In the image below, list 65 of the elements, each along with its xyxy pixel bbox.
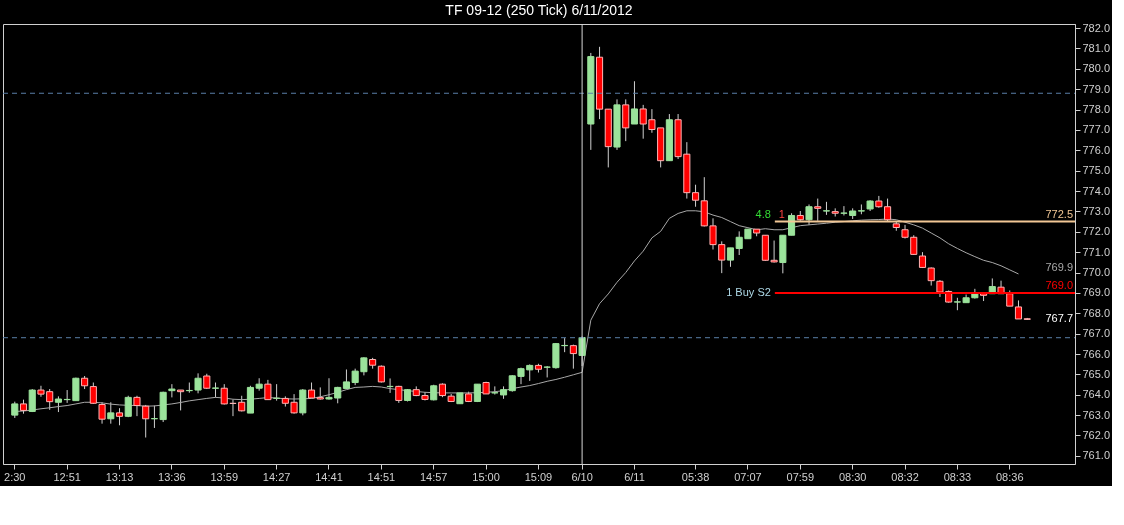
- y-tick-label: 777.0: [1082, 123, 1111, 136]
- y-tick-label: 775.0: [1082, 164, 1111, 177]
- chart-title: TF 09-12 (250 Tick) 6/11/2012: [445, 2, 633, 19]
- candlestick: [569, 344, 577, 370]
- candlestick: [927, 266, 935, 287]
- y-tick-label: 779.0: [1082, 82, 1111, 95]
- annotation: 1 Buy S2: [726, 285, 771, 298]
- y-tick-label: 780.0: [1082, 62, 1111, 75]
- ref-line-label: 772.5: [1045, 207, 1073, 220]
- x-tick-label: 07:07: [734, 470, 762, 483]
- y-tick-label: 778.0: [1082, 103, 1111, 116]
- text: 767.7: [1045, 312, 1073, 325]
- y-tick-label: 764.0: [1082, 388, 1111, 401]
- candlestick: [1014, 299, 1023, 320]
- x-tick-label: 14:27: [262, 470, 291, 483]
- ref-line-label: 769.0: [1045, 278, 1073, 291]
- y-tick-label: 781.0: [1082, 41, 1111, 54]
- candlestick: [805, 203, 813, 226]
- x-tick-label: 12:51: [53, 470, 81, 483]
- y-tick-label: 768.0: [1082, 306, 1111, 319]
- y-tick-label: 770.0: [1082, 266, 1111, 279]
- candlestick: [89, 382, 97, 405]
- candlestick: [177, 389, 185, 411]
- annotation: 1: [778, 207, 785, 220]
- candlestick: [814, 198, 822, 222]
- x-tick-label: 6/10: [571, 470, 593, 483]
- y-tick-label: 761.0: [1082, 449, 1111, 462]
- candlestick: [299, 388, 307, 416]
- x-tick-label: 15:00: [472, 470, 500, 483]
- y-tick-label: 782.0: [1082, 21, 1111, 34]
- candlestick: [630, 80, 639, 125]
- x-tick-label: 13:36: [158, 470, 186, 483]
- y-tick-label: 774.0: [1082, 184, 1111, 197]
- x-tick-label: 08:33: [943, 470, 972, 483]
- y-tick-label: 765.0: [1082, 367, 1111, 380]
- text: 769.9: [1045, 260, 1073, 273]
- x-tick-label: 14:41: [315, 470, 343, 483]
- y-tick-label: 762.0: [1082, 428, 1111, 441]
- x-tick-label: 05:38: [681, 470, 710, 483]
- x-tick-label: 14:57: [419, 470, 448, 483]
- x-tick-label: 08:30: [838, 470, 867, 483]
- x-tick-label: 6/11: [624, 470, 645, 483]
- x-tick-label: 2:30: [4, 470, 26, 483]
- x-tick-label: 15:09: [524, 470, 553, 483]
- y-tick-label: 769.0: [1082, 286, 1111, 299]
- x-tick-label: 13:13: [105, 470, 134, 483]
- candlestick: [264, 379, 272, 401]
- candlestick: [622, 98, 630, 142]
- y-tick-label: 766.0: [1082, 347, 1111, 360]
- x-tick-label: 14:51: [367, 470, 396, 483]
- y-tick-label: 767.0: [1082, 327, 1111, 340]
- candlestick: [107, 401, 115, 425]
- y-tick-label: 773.0: [1082, 204, 1111, 217]
- x-tick-label: 08:36: [996, 470, 1024, 483]
- candlestick: [168, 383, 176, 398]
- y-tick-label: 776.0: [1082, 143, 1111, 156]
- candlestick: [98, 401, 106, 425]
- y-tick-label: 763.0: [1082, 408, 1111, 421]
- y-tick-label: 772.0: [1082, 225, 1111, 238]
- x-tick-label: 08:32: [891, 470, 919, 483]
- x-tick-label: 13:59: [210, 470, 239, 483]
- candlestick: [386, 377, 394, 394]
- annotation: 4.8: [755, 207, 771, 220]
- x-tick-label: 07:59: [786, 470, 815, 483]
- y-tick-label: 771.0: [1082, 245, 1111, 258]
